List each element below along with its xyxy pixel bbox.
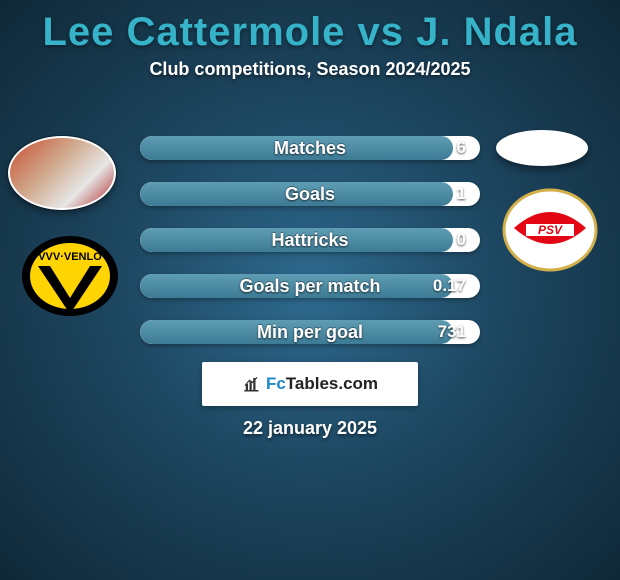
stat-row-goals: Goals1 (140, 182, 480, 206)
page-subtitle: Club competitions, Season 2024/2025 (0, 59, 620, 80)
player-avatar-right (496, 130, 588, 166)
psv-icon: PSV (502, 188, 598, 274)
stat-bars: Matches6Goals1Hattricks0Goals per match0… (140, 136, 480, 366)
stat-row-min-per-goal: Min per goal731 (140, 320, 480, 344)
chart-icon (242, 375, 260, 393)
stat-value: 0.17 (433, 274, 466, 298)
stat-row-hattricks: Hattricks0 (140, 228, 480, 252)
brand-text: FcTables.com (266, 374, 378, 394)
stat-value: 0 (457, 228, 466, 252)
stat-row-matches: Matches6 (140, 136, 480, 160)
stat-label: Matches (140, 136, 480, 160)
stat-value: 6 (457, 136, 466, 160)
brand-box[interactable]: FcTables.com (202, 362, 418, 406)
brand-suffix: Tables.com (286, 374, 378, 393)
svg-text:VVV·VENLO: VVV·VENLO (38, 251, 102, 263)
player-avatar-left (8, 136, 116, 210)
stat-label: Min per goal (140, 320, 480, 344)
date-label: 22 january 2025 (0, 418, 620, 439)
stat-value: 731 (438, 320, 466, 344)
stat-label: Hattricks (140, 228, 480, 252)
page-title: Lee Cattermole vs J. Ndala (0, 10, 620, 55)
brand-prefix: Fc (266, 374, 286, 393)
stat-label: Goals per match (140, 274, 480, 298)
stat-value: 1 (457, 182, 466, 206)
svg-text:PSV: PSV (538, 223, 563, 237)
stat-row-goals-per-match: Goals per match0.17 (140, 274, 480, 298)
stat-label: Goals (140, 182, 480, 206)
club-badge-left: VVV·VENLO (20, 236, 120, 324)
vvv-venlo-icon: VVV·VENLO (20, 236, 120, 324)
club-badge-right: PSV (502, 188, 598, 274)
